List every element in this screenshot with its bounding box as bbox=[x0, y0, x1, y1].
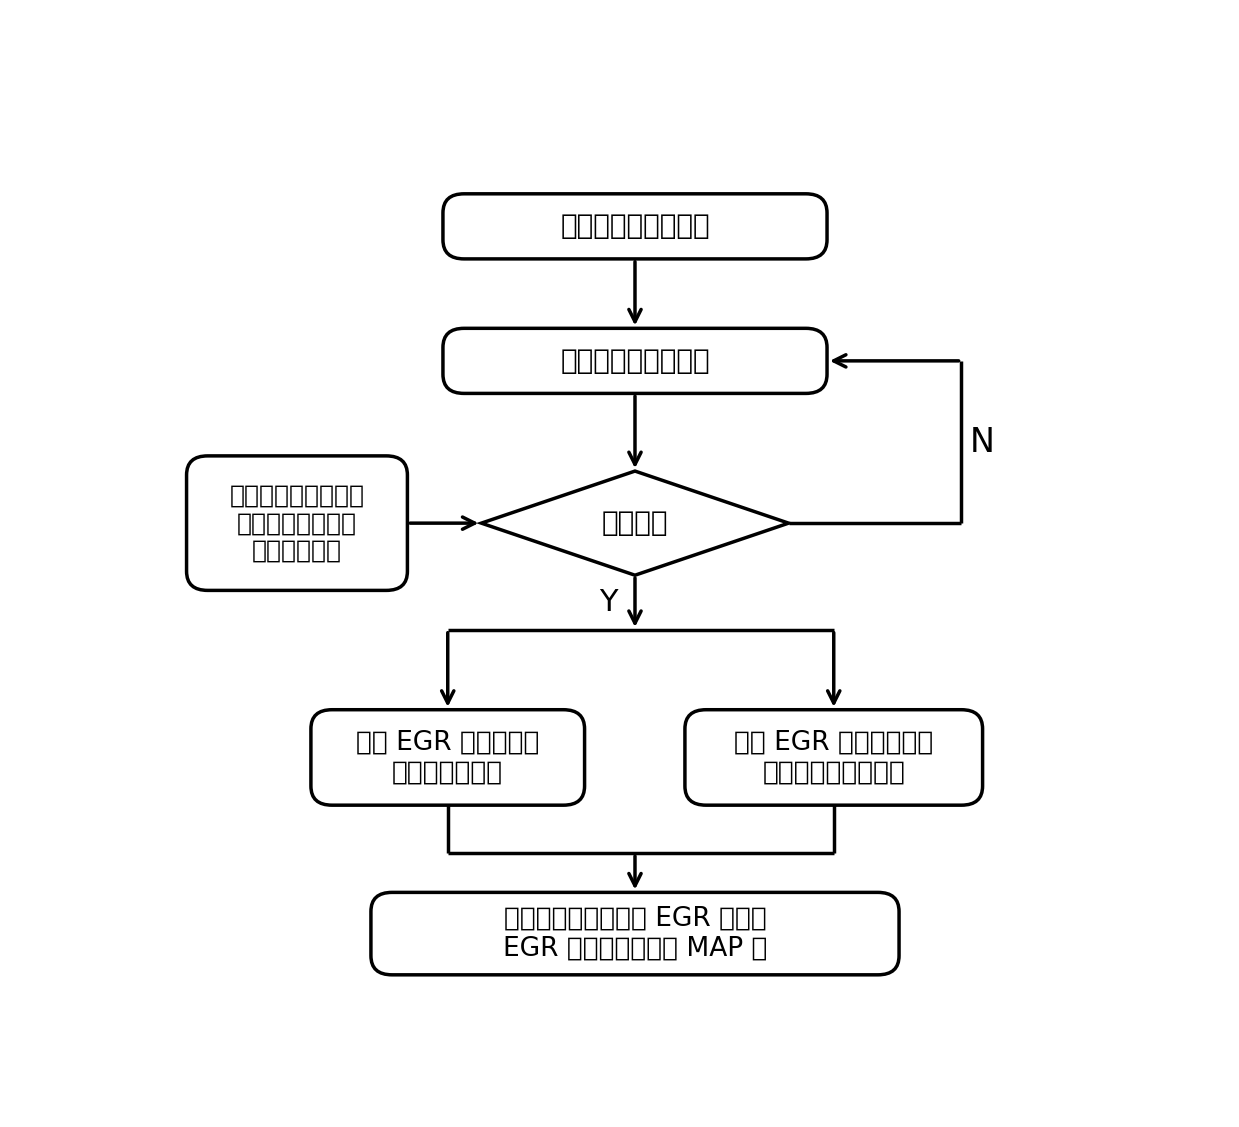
Text: 研究 EGR 废气温度对柴
油机性能的影响规律: 研究 EGR 废气温度对柴 油机性能的影响规律 bbox=[735, 729, 933, 786]
Text: 发动机台架试验，确
定发动机外特性曲
线和缸压曲线: 发动机台架试验，确 定发动机外特性曲 线和缸压曲线 bbox=[229, 483, 364, 564]
Polygon shape bbox=[481, 471, 789, 575]
Text: 研究 EGR 率对柴油机
性能的影响规律: 研究 EGR 率对柴油机 性能的影响规律 bbox=[356, 729, 539, 786]
Text: 并确定各工况的最佳 EGR 开度及
EGR 废气温度，绘制 MAP 图: 并确定各工况的最佳 EGR 开度及 EGR 废气温度，绘制 MAP 图 bbox=[503, 906, 767, 961]
FancyBboxPatch shape bbox=[444, 194, 828, 259]
Text: 确定柴油机初始参数: 确定柴油机初始参数 bbox=[560, 212, 710, 240]
Text: N: N bbox=[970, 426, 995, 459]
Text: 建立发动机仿真模型: 建立发动机仿真模型 bbox=[560, 347, 710, 375]
FancyBboxPatch shape bbox=[685, 710, 983, 805]
FancyBboxPatch shape bbox=[370, 893, 900, 975]
Text: Y: Y bbox=[598, 588, 617, 618]
FancyBboxPatch shape bbox=[187, 456, 408, 591]
FancyBboxPatch shape bbox=[311, 710, 585, 805]
Text: 模型验证: 模型验证 bbox=[602, 509, 668, 538]
FancyBboxPatch shape bbox=[444, 328, 828, 393]
